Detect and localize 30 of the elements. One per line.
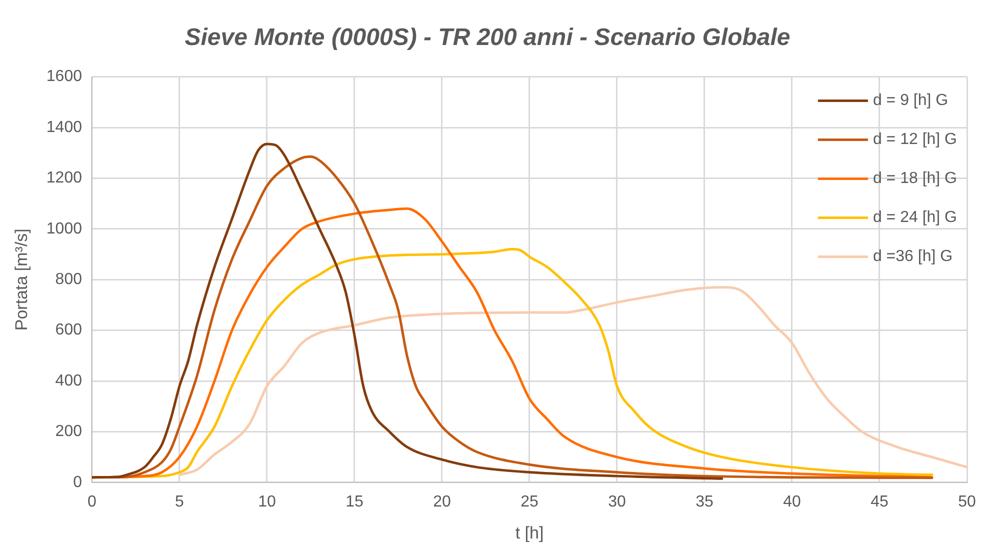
y-tick-label: 1200 — [46, 170, 82, 187]
x-tick-label: 15 — [346, 493, 364, 510]
x-tick-label: 20 — [433, 493, 451, 510]
y-axis-title: Portata [m³/s] — [12, 228, 31, 331]
legend-label: d =36 [h] G — [872, 248, 953, 266]
x-tick-label: 25 — [520, 493, 538, 510]
x-tick-label: 10 — [258, 493, 276, 510]
y-tick-label: 600 — [55, 322, 82, 339]
x-tick-label: 30 — [608, 493, 626, 510]
x-axis-title: t [h] — [515, 523, 544, 542]
x-tick-label: 50 — [958, 493, 976, 510]
x-tick-label: 35 — [696, 493, 714, 510]
legend-label: d = 12 [h] G — [872, 131, 958, 148]
x-tick-label: 5 — [175, 493, 184, 510]
x-tick-label: 45 — [870, 493, 888, 510]
x-tick-label: 40 — [783, 493, 801, 510]
legend-label: d = 24 [h] G — [872, 209, 958, 226]
y-tick-label: 200 — [55, 423, 82, 440]
y-tick-label: 1600 — [46, 68, 82, 86]
y-tick-label: 1400 — [46, 118, 82, 136]
line-series — [178, 286, 967, 476]
x-tick-label: 0 — [88, 493, 97, 510]
legend-label: d = 9 [h] G — [872, 92, 948, 110]
chart-title: Sieve Monte (0000S) - TR 200 anni - Scenario Globale — [184, 24, 790, 52]
legend-label: d = 18 [h] G — [872, 170, 958, 188]
y-tick-label: 400 — [55, 372, 82, 390]
y-tick-label: 1000 — [46, 220, 82, 238]
y-tick-label: 800 — [55, 271, 82, 288]
y-tick-label: 0 — [73, 474, 82, 491]
line-series — [92, 142, 724, 480]
